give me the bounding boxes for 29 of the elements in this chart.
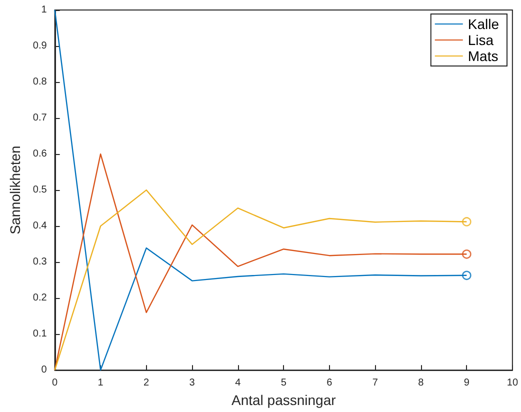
y-tick-label: 0.2 xyxy=(32,292,48,304)
x-tick-label: 10 xyxy=(506,378,518,389)
y-tick-label: 1 xyxy=(41,4,48,16)
legend-label: Mats xyxy=(468,48,498,64)
x-tick-label: 1 xyxy=(98,378,104,389)
y-tick-label: 0.4 xyxy=(32,220,48,232)
x-tick-label: 3 xyxy=(189,378,196,389)
y-tick-label: 0.7 xyxy=(32,112,48,124)
y-tick-label: 0 xyxy=(41,364,48,376)
y-tick-label: 0.9 xyxy=(32,40,48,52)
line-series xyxy=(54,189,468,371)
x-tick-label: 7 xyxy=(372,378,378,389)
x-tick-label: 2 xyxy=(144,378,150,389)
x-tick-label: 6 xyxy=(326,378,333,389)
line-series xyxy=(54,153,468,371)
x-tick-label: 0 xyxy=(52,378,58,389)
x-tick-label: 5 xyxy=(280,378,287,389)
y-tick-label: 0.3 xyxy=(32,256,48,268)
y-tick-label: 0.8 xyxy=(32,76,48,88)
y-tick-label: 0.1 xyxy=(32,328,48,340)
y-tick-label: 0.5 xyxy=(32,184,48,196)
legend-label: Kalle xyxy=(468,16,500,32)
x-tick-label: 8 xyxy=(418,378,424,389)
y-axis-title: Sannolikheten xyxy=(7,146,23,234)
y-tick-label: 0.6 xyxy=(32,148,48,160)
x-axis-title: Antal passningar xyxy=(231,392,336,408)
legend-label: Lisa xyxy=(468,32,494,48)
x-tick-label: 4 xyxy=(235,378,242,389)
x-tick-label: 9 xyxy=(464,378,470,389)
